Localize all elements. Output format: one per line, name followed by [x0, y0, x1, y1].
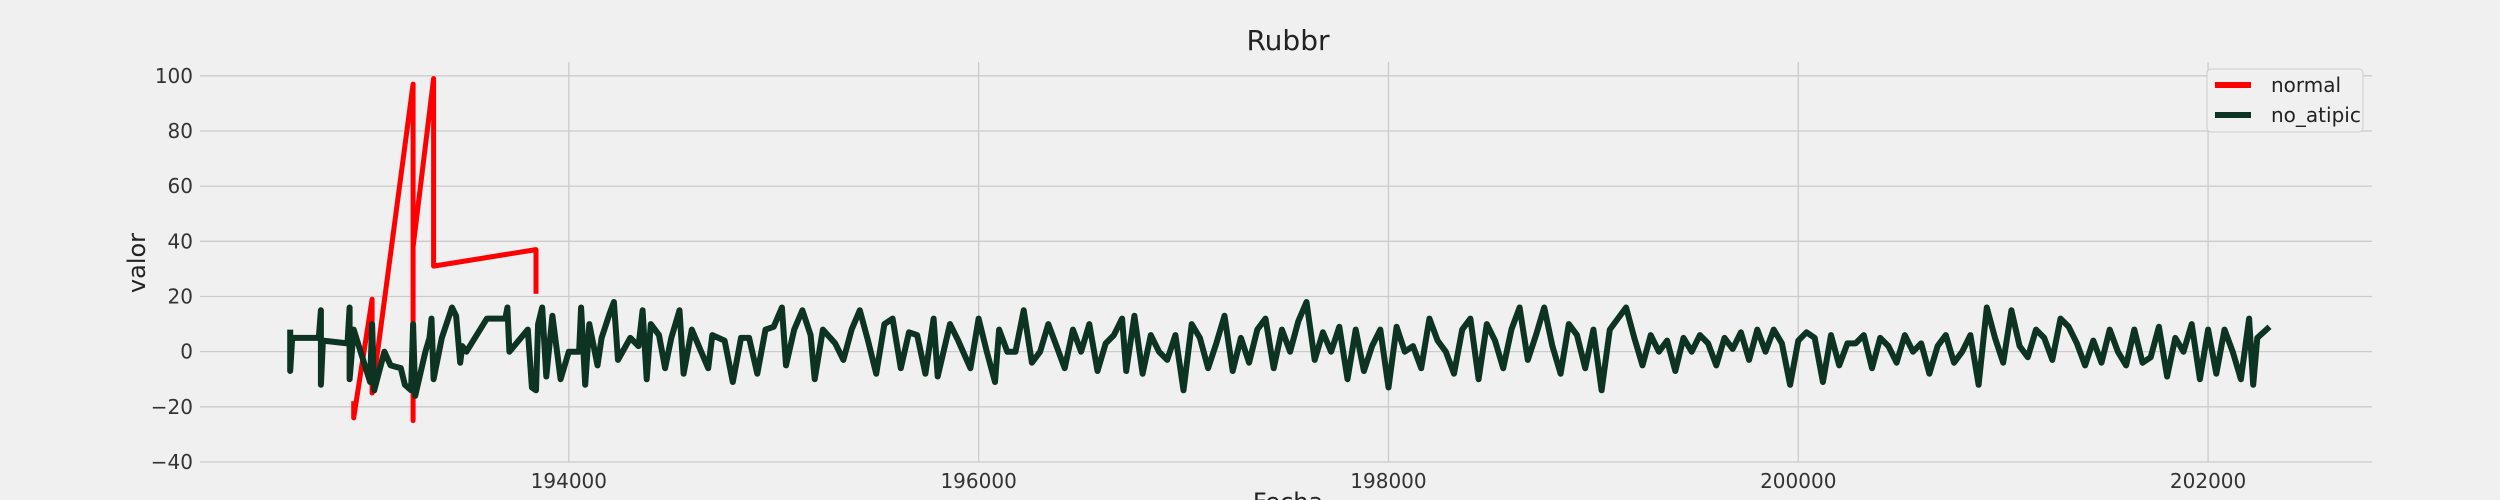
- y-tick-label: −20: [151, 395, 193, 419]
- y-tick-label: 40: [168, 229, 193, 253]
- x-tick-label: 202000: [2170, 469, 2246, 493]
- x-tick-label: 200000: [1760, 469, 1836, 493]
- x-tick-label: 198000: [1350, 469, 1426, 493]
- x-tick-label: 194000: [531, 469, 607, 493]
- grid: [200, 62, 2372, 463]
- series-line-no-atipic: [287, 299, 2272, 399]
- y-tick-label: 80: [168, 119, 193, 143]
- y-tick-label: 100: [155, 64, 193, 88]
- series-layer: [287, 76, 2272, 424]
- tick-labels: −40 −20 0 20 40 60 80 100 194000 196000 198000 2000…: [151, 64, 2246, 493]
- y-tick-label: −40: [151, 450, 193, 474]
- x-tick-label: 196000: [940, 469, 1016, 493]
- x-axis-label: Fecha: [1253, 488, 1323, 500]
- y-tick-label: 20: [168, 284, 193, 308]
- y-tick-label: 60: [168, 174, 193, 198]
- y-tick-label: 0: [180, 340, 193, 364]
- chart-title: Rubbr: [1246, 24, 1329, 57]
- legend: normal no_atipic: [2206, 68, 2364, 133]
- legend-label-normal: normal: [2271, 73, 2341, 97]
- series-line-normal: [351, 76, 539, 424]
- legend-label-no-atipic: no_atipic: [2271, 103, 2361, 127]
- y-axis-label: valor: [123, 233, 151, 293]
